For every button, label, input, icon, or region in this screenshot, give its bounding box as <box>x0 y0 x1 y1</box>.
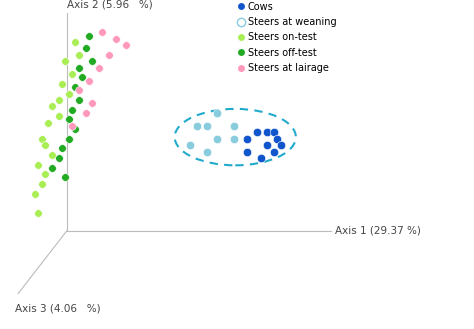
Text: Axis 2 (5.96   %): Axis 2 (5.96 %) <box>67 0 153 10</box>
Text: Axis 3 (4.06   %): Axis 3 (4.06 %) <box>15 303 100 313</box>
Legend: Cows, Steers at weaning, Steers on-test, Steers off-test, Steers at lairage: Cows, Steers at weaning, Steers on-test,… <box>239 2 337 73</box>
Text: Axis 1 (29.37 %): Axis 1 (29.37 %) <box>335 226 420 236</box>
